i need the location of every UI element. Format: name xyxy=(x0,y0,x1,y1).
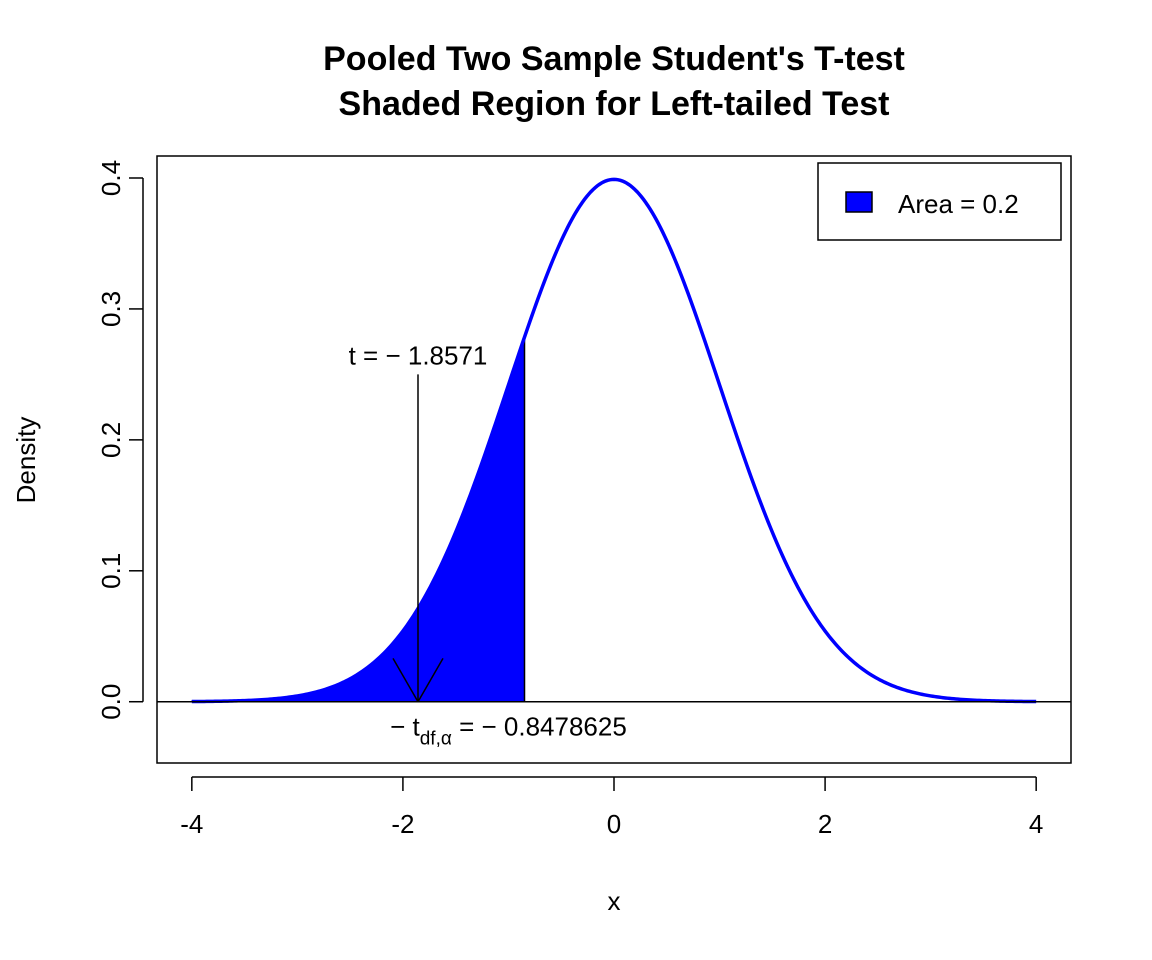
x-tick-label: 0 xyxy=(607,809,621,839)
x-tick-label: 2 xyxy=(818,809,832,839)
y-tick-label: 0.3 xyxy=(96,291,126,327)
critical-prefix: − t xyxy=(390,712,420,742)
t-statistic-label: t = − 1.8571 xyxy=(349,340,488,370)
y-tick-label: 0.4 xyxy=(96,160,126,196)
x-tick-label: -2 xyxy=(391,809,414,839)
legend: Area = 0.2 xyxy=(817,162,1062,241)
chart-title-line2: Shaded Region for Left-tailed Test xyxy=(339,85,890,123)
y-axis: 0.0 0.1 0.2 0.3 0.4 xyxy=(96,160,144,720)
y-tick-label: 0.1 xyxy=(96,553,126,589)
x-tick-label: -4 xyxy=(180,809,203,839)
legend-swatch xyxy=(845,191,873,213)
density-curve xyxy=(191,177,1037,704)
y-tick-label: 0.2 xyxy=(96,422,126,458)
shaded-area xyxy=(191,336,526,703)
chart-title-line1: Pooled Two Sample Student's T-test xyxy=(323,40,905,78)
critical-value-label: − tdf,α = − 0.8478625 xyxy=(390,712,627,750)
critical-subscript: df,α xyxy=(420,729,452,750)
x-tick-label: 4 xyxy=(1029,809,1043,839)
y-tick-label: 0.0 xyxy=(96,684,126,720)
plot-border xyxy=(156,155,1072,764)
annotation-arrow-head-right xyxy=(417,658,444,703)
x-axis: -4 -2 0 2 4 xyxy=(180,776,1043,839)
y-axis-label: Density xyxy=(11,417,41,504)
critical-suffix: = − 0.8478625 xyxy=(452,712,627,742)
annotation-arrow-head-left xyxy=(392,658,419,703)
x-axis-label: x xyxy=(608,886,621,916)
legend-label: Area = 0.2 xyxy=(898,189,1019,219)
